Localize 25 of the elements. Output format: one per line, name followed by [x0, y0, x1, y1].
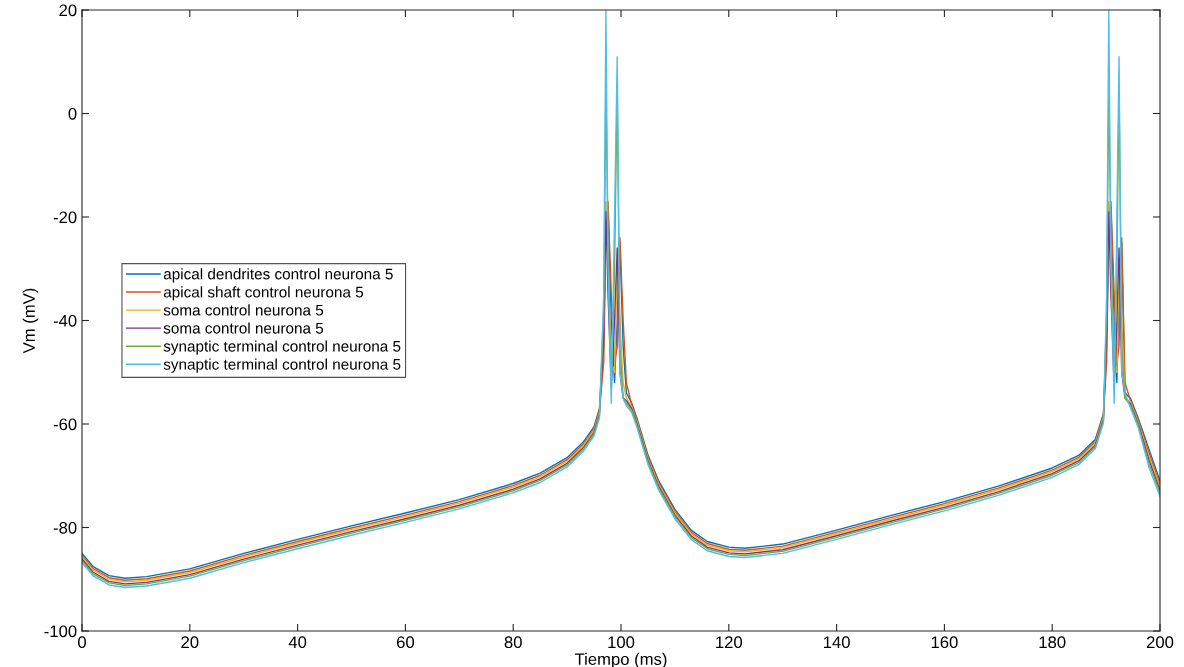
legend-label: apical shaft control neurona 5 — [163, 286, 364, 301]
x-tick-label: 0 — [78, 636, 86, 649]
y-tick-label: 0 — [68, 107, 77, 120]
y-tick-label: -40 — [53, 314, 77, 327]
legend-label: soma control neurona 5 — [163, 304, 324, 316]
x-tick-label: 180 — [1039, 636, 1066, 649]
x-tick-label: 80 — [504, 636, 522, 649]
x-tick-label: 120 — [716, 636, 743, 649]
y-tick-label: -100 — [44, 625, 77, 638]
y-axis-title: Vm (mV) — [22, 288, 39, 354]
x-tick-label: 200 — [1146, 636, 1174, 649]
x-tick-label: 140 — [823, 636, 850, 649]
x-tick-label: 40 — [288, 636, 307, 649]
legend-label: synaptic terminal control neurona 5 — [163, 340, 401, 355]
x-tick-label: 60 — [396, 636, 415, 649]
legend-label: apical dendrites control neurona 5 — [163, 268, 393, 283]
y-tick-label: 20 — [59, 4, 77, 17]
y-tick-label: -80 — [53, 521, 77, 534]
x-tick-label: 100 — [608, 636, 635, 649]
legend-label: soma control neurona 5 — [163, 322, 324, 334]
x-tick-label: 160 — [931, 636, 958, 649]
x-tick-label: 20 — [181, 636, 199, 649]
y-tick-label: -20 — [53, 211, 77, 224]
y-tick-label: -60 — [53, 418, 77, 431]
legend-label: synaptic terminal control neurona 5 — [163, 358, 401, 373]
